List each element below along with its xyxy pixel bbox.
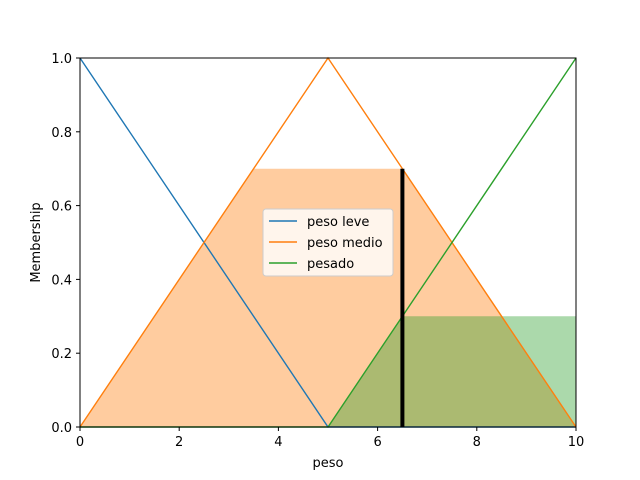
y-tick-label: 0.0 bbox=[51, 421, 72, 436]
y-tick-label: 0.8 bbox=[51, 126, 72, 141]
activation-fill-pesado bbox=[328, 316, 576, 427]
legend-label-pesado: pesado bbox=[307, 257, 354, 272]
y-tick-label: 1.0 bbox=[51, 52, 72, 67]
x-tick-label: 8 bbox=[473, 435, 481, 450]
legend-label-peso-medio: peso medio bbox=[307, 236, 383, 251]
x-tick-label: 6 bbox=[373, 435, 381, 450]
activation-fill-peso-medio bbox=[80, 168, 576, 427]
y-tick-label: 0.2 bbox=[51, 347, 72, 362]
x-axis-label: peso bbox=[313, 456, 344, 471]
x-tick-label: 2 bbox=[175, 435, 183, 450]
x-tick-label: 4 bbox=[274, 435, 282, 450]
y-tick-label: 0.4 bbox=[51, 273, 72, 288]
axes: 0 2 4 6 8 10 0.0 0.2 0.4 0.6 0.8 1.0 peso Membership bbox=[29, 52, 584, 471]
activation-fills bbox=[80, 168, 576, 427]
y-tick-label: 0.6 bbox=[51, 200, 72, 215]
legend-box bbox=[262, 208, 394, 277]
plot-frame bbox=[79, 57, 577, 428]
legend-label-peso-leve: peso leve bbox=[307, 215, 369, 230]
y-axis-label: Membership bbox=[29, 202, 44, 282]
x-tick-label: 0 bbox=[76, 435, 84, 450]
legend: peso leve peso medio pesado bbox=[262, 208, 394, 277]
x-tick-label: 10 bbox=[568, 435, 585, 450]
